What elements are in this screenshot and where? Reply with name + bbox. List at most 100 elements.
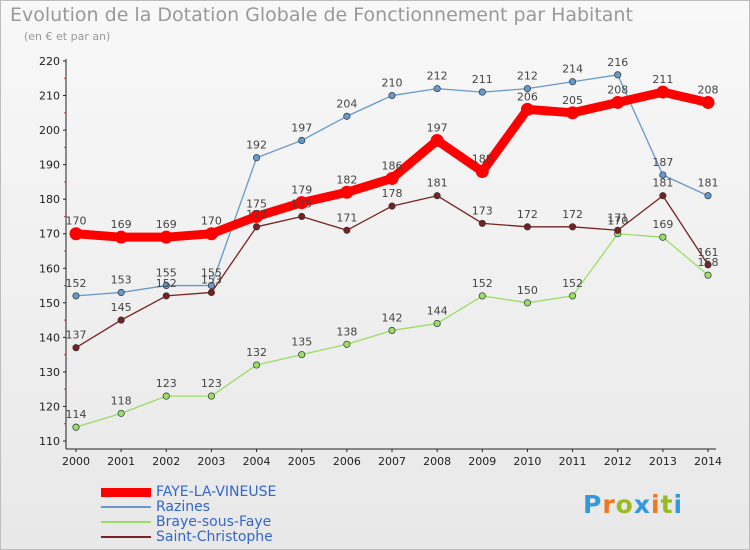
data-point	[162, 292, 170, 300]
x-tick-label: 2008	[423, 455, 451, 468]
data-label: 212	[517, 70, 538, 83]
data-label: 114	[66, 408, 87, 421]
data-label: 179	[291, 184, 312, 197]
y-tick-label: 190	[39, 159, 60, 172]
data-point	[72, 344, 80, 352]
data-point	[704, 271, 712, 279]
data-point	[72, 292, 80, 300]
data-point	[343, 112, 351, 120]
data-point	[569, 223, 577, 231]
data-point	[72, 423, 80, 431]
data-point	[659, 171, 667, 179]
data-label: 173	[472, 204, 493, 217]
y-tick-label: 130	[39, 366, 60, 379]
data-label: 161	[698, 246, 719, 259]
data-point	[253, 154, 261, 162]
x-tick-label: 2002	[152, 455, 180, 468]
data-point	[117, 316, 125, 324]
data-label: 204	[336, 97, 357, 110]
data-label: 170	[66, 215, 87, 228]
data-point	[385, 171, 399, 185]
logo-letter: x	[633, 490, 651, 519]
data-label: 187	[652, 156, 673, 169]
data-point	[659, 233, 667, 241]
data-label: 145	[111, 301, 132, 314]
data-label: 169	[111, 218, 132, 231]
data-point	[478, 292, 486, 300]
x-tick-label: 2006	[333, 455, 361, 468]
data-label: 182	[336, 173, 357, 186]
data-point	[659, 192, 667, 200]
y-tick-label: 120	[39, 400, 60, 413]
data-point	[162, 392, 170, 400]
data-label: 153	[111, 273, 132, 286]
data-label: 138	[336, 325, 357, 338]
legend-swatch	[101, 521, 151, 523]
data-point	[569, 292, 577, 300]
data-point	[523, 85, 531, 93]
data-label: 152	[156, 277, 177, 290]
data-point	[114, 230, 128, 244]
data-point	[701, 95, 715, 109]
x-tick-label: 2004	[243, 455, 271, 468]
data-label: 186	[382, 159, 403, 172]
x-tick-label: 2005	[288, 455, 316, 468]
y-tick-label: 110	[39, 435, 60, 448]
data-point	[207, 392, 215, 400]
data-point	[343, 340, 351, 348]
data-label: 169	[652, 218, 673, 231]
x-tick-label: 2011	[559, 455, 587, 468]
data-label: 208	[607, 83, 628, 96]
data-label: 171	[607, 211, 628, 224]
data-point	[656, 85, 670, 99]
data-label: 152	[472, 277, 493, 290]
data-point	[388, 91, 396, 100]
data-label: 150	[517, 284, 538, 297]
data-point	[523, 223, 531, 231]
data-label: 192	[246, 139, 267, 152]
data-point	[430, 133, 444, 147]
data-point	[298, 351, 306, 359]
data-label: 212	[427, 70, 448, 83]
data-label: 169	[156, 218, 177, 231]
data-label: 144	[427, 305, 448, 318]
x-tick-label: 2003	[197, 455, 225, 468]
data-point	[569, 78, 577, 86]
x-tick-label: 2001	[107, 455, 135, 468]
data-label: 188	[472, 153, 493, 166]
x-tick-label: 2014	[694, 455, 722, 468]
x-tick-label: 2010	[513, 455, 541, 468]
data-point	[566, 106, 580, 120]
data-label: 197	[427, 121, 448, 134]
data-point	[207, 288, 215, 297]
data-point	[520, 102, 534, 116]
data-label: 211	[472, 73, 493, 86]
data-point	[298, 136, 306, 145]
data-label: 155	[201, 267, 222, 280]
data-label: 171	[336, 211, 357, 224]
series-faye-la-vineuse	[69, 85, 715, 244]
legend-swatch	[101, 536, 151, 538]
data-label: 123	[201, 377, 222, 390]
logo-letter: i	[673, 490, 684, 519]
legend-label: Saint-Christophe	[156, 529, 273, 545]
proxiti-logo: Proxiti	[583, 490, 683, 519]
x-tick-label: 2007	[378, 455, 406, 468]
data-label: 137	[66, 329, 87, 342]
data-point	[478, 88, 486, 96]
y-tick-label: 210	[39, 90, 60, 103]
data-label: 170	[201, 215, 222, 228]
y-tick-label: 170	[39, 228, 60, 241]
data-point	[162, 281, 170, 290]
data-point	[204, 227, 218, 241]
data-point	[523, 299, 531, 307]
data-label: 118	[111, 394, 132, 407]
legend-label: Razines	[156, 499, 211, 515]
y-tick-label: 150	[39, 297, 60, 310]
data-point	[253, 223, 261, 231]
data-label: 175	[246, 197, 267, 210]
data-label: 214	[562, 63, 583, 76]
data-label: 208	[698, 83, 719, 96]
data-point	[117, 288, 125, 297]
